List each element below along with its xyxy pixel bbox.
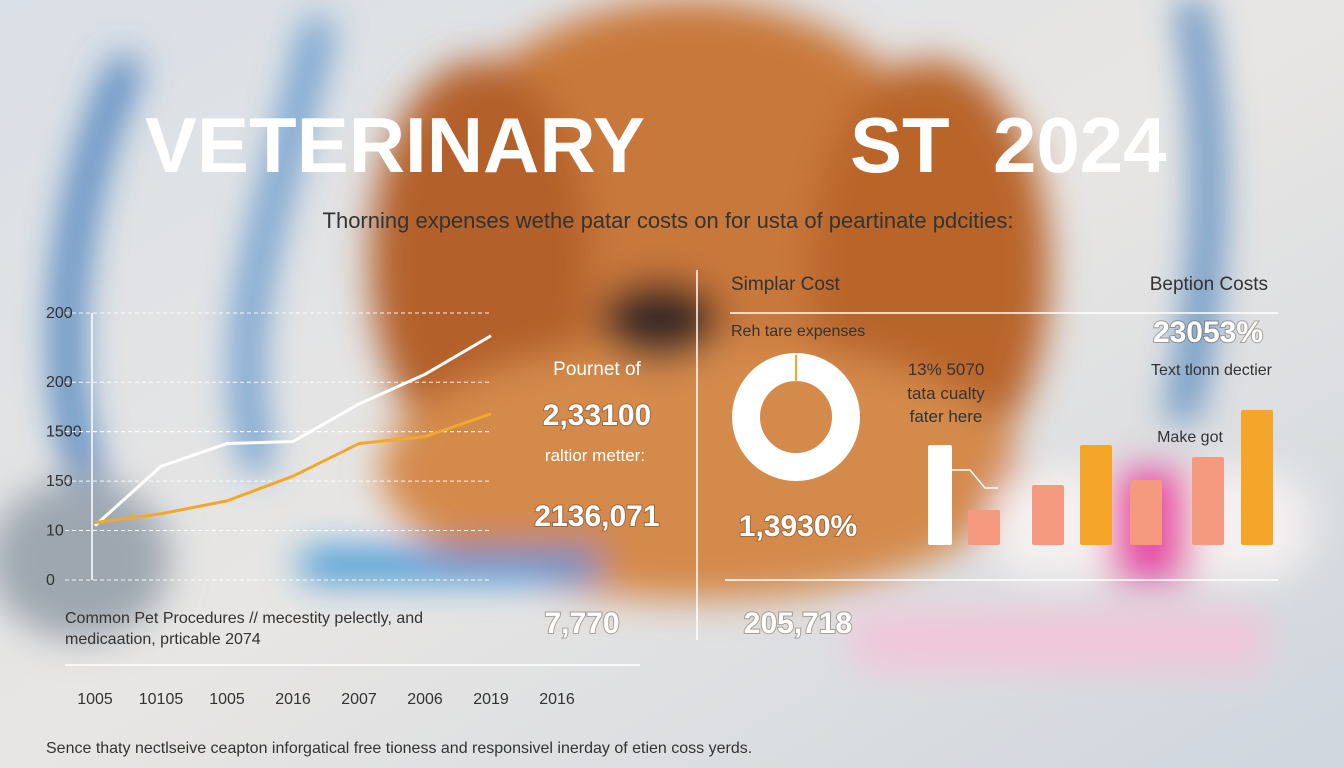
y-tick-label: 200 — [46, 374, 73, 391]
line-series — [94, 412, 492, 525]
bar — [1130, 480, 1162, 545]
y-tick-label: 0 — [46, 572, 55, 589]
panel-sub: Reh tare expenses — [731, 323, 865, 340]
footer: Sence thaty nectlseive ceapton inforgati… — [46, 740, 752, 757]
y-tick-label: 10 — [46, 523, 64, 540]
x-tick-label: 2016 — [275, 691, 311, 708]
bar — [1192, 457, 1224, 545]
connector — [952, 469, 998, 489]
bar — [968, 510, 1000, 545]
bar — [1032, 485, 1064, 545]
stat-value: 7,770 — [544, 607, 619, 640]
panel-note: Make got — [1157, 429, 1223, 446]
caption-line: Common Pet Procedures // mecestity pelec… — [65, 610, 423, 627]
bottom-value: 205,718 — [744, 607, 852, 640]
panel-heading: Beption Costs — [1150, 274, 1268, 295]
y-tick-label: 200 — [46, 305, 73, 322]
subtitle: Thorning expenses wethe patar costs on f… — [323, 208, 1014, 233]
bar — [1080, 445, 1112, 545]
stat-value: 2136,071 — [534, 500, 659, 533]
line-series — [93, 334, 492, 527]
stat-heading: Pournet of — [553, 359, 641, 380]
title-left: VETERINARY — [145, 101, 645, 189]
x-tick-label: 1005 — [209, 691, 245, 708]
title-right: ST 2024 — [850, 101, 1167, 189]
x-tick-label: 2007 — [341, 691, 377, 708]
stat-label: raltior metter: — [545, 446, 645, 465]
y-tick-label: 1500 — [46, 424, 82, 441]
x-tick-label: 2019 — [473, 691, 509, 708]
x-tick-label: 2016 — [539, 691, 575, 708]
x-tick-label: 2006 — [407, 691, 443, 708]
bar — [1241, 410, 1273, 545]
panel-note: fater here — [910, 407, 983, 426]
panel-percent: 23053% — [1153, 316, 1263, 349]
panel-note: tata cualty — [907, 384, 985, 403]
y-tick-label: 150 — [46, 473, 73, 490]
stat-value: 2,33100 — [543, 399, 651, 432]
caption-line: medicaation, prticable 2074 — [65, 631, 261, 648]
x-tick-label: 10105 — [139, 691, 184, 708]
panel-heading: Simplar Cost — [731, 274, 840, 295]
y-tick-label: 150 — [46, 424, 73, 441]
x-tick-label: 1005 — [77, 691, 113, 708]
panel-note: 13% 5070 — [908, 360, 985, 379]
photo-blur — [0, 0, 1310, 670]
donut-value: 1,3930% — [739, 510, 857, 543]
panel-note: Text tlonn dectier — [1151, 362, 1273, 379]
bar-chart — [928, 410, 1273, 545]
bar — [928, 445, 952, 545]
